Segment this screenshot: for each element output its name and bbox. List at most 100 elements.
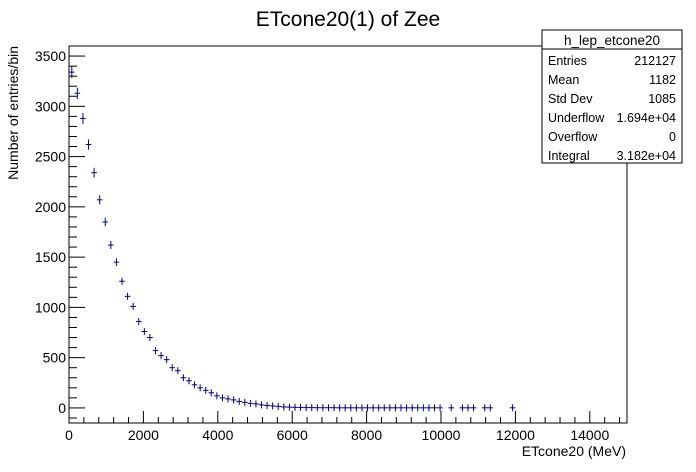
x-tick-label: 6000 [277, 427, 308, 443]
x-axis: 0 2000 4000 6000 8000 10000 12000 14000 [65, 411, 621, 443]
data-point [186, 377, 192, 385]
data-point [448, 404, 455, 412]
data-point [258, 401, 265, 409]
stats-row-value: 212127 [634, 54, 676, 68]
data-point [509, 404, 516, 412]
data-point [175, 367, 181, 375]
data-point [420, 404, 427, 412]
x-tick-label: 8000 [351, 427, 382, 443]
data-point [85, 139, 92, 150]
chart-title: ETcone20(1) of Zee [256, 8, 440, 31]
x-tick-label: 12000 [496, 427, 535, 443]
data-point [158, 352, 164, 360]
data-point [119, 277, 125, 285]
data-point [80, 112, 86, 124]
data-point [208, 389, 215, 397]
data-point [147, 334, 153, 342]
y-tick-label: 2000 [35, 199, 66, 215]
stats-histogram-name: h_lep_etcone20 [564, 33, 660, 48]
stats-row-value: 0 [669, 130, 676, 144]
data-point [331, 404, 337, 412]
data-point [225, 395, 231, 403]
stats-row-value: 1085 [648, 92, 676, 106]
data-point [381, 404, 388, 412]
y-tick-label: 500 [43, 350, 67, 366]
data-point [303, 404, 309, 412]
data-point [163, 356, 170, 364]
stats-row-label: Std Dev [548, 92, 593, 106]
data-point [74, 87, 81, 99]
data-point [202, 386, 209, 394]
data-point [247, 399, 254, 407]
data-point [297, 403, 304, 411]
data-point [124, 292, 131, 300]
data-point [398, 404, 404, 412]
data-point [269, 402, 276, 410]
y-tick-label: 3000 [35, 98, 66, 114]
stats-row-value: 1.694e+04 [617, 111, 676, 125]
data-point [426, 404, 432, 412]
data-point [197, 384, 203, 392]
data-point [353, 404, 360, 412]
data-point [487, 404, 494, 412]
data-point [470, 404, 477, 412]
data-point [113, 258, 120, 266]
data-point [135, 317, 142, 325]
data-point [481, 404, 488, 412]
data-point [314, 404, 321, 412]
data-point [230, 396, 237, 404]
data-markers [69, 66, 516, 412]
data-point [308, 404, 315, 412]
data-point [409, 404, 415, 412]
data-point [437, 404, 443, 412]
data-point [214, 392, 220, 400]
data-point [325, 404, 332, 412]
stats-box: h_lep_etcone20 Entries 212127 Mean 1182 Std … [541, 29, 683, 164]
data-point [392, 404, 399, 412]
stats-row-label: Mean [548, 73, 579, 87]
stats-row-label: Entries [548, 54, 587, 68]
data-point [364, 404, 371, 412]
x-axis-label: ETcone20 (MeV) [522, 443, 626, 459]
y-tick-label: 0 [58, 400, 66, 416]
data-point [219, 394, 226, 402]
data-point [253, 400, 259, 408]
data-point [91, 167, 97, 178]
x-tick-label: 14000 [570, 427, 609, 443]
data-point [359, 404, 365, 412]
data-point [69, 66, 75, 78]
data-point [130, 302, 136, 310]
data-point [431, 404, 438, 412]
data-point [236, 397, 242, 405]
data-point [387, 404, 393, 412]
data-point [370, 404, 376, 412]
data-point [459, 404, 466, 412]
data-point [342, 404, 348, 412]
data-point [169, 364, 176, 372]
y-tick-label: 1000 [35, 299, 66, 315]
x-tick-label: 4000 [202, 427, 233, 443]
y-tick-label: 2500 [35, 149, 66, 165]
x-tick-label: 0 [65, 427, 73, 443]
x-tick-label: 10000 [422, 427, 461, 443]
stats-row-label: Integral [548, 149, 590, 163]
data-point [191, 381, 198, 389]
data-point [286, 403, 293, 411]
stats-row-value: 1182 [649, 73, 676, 87]
data-point [141, 328, 148, 336]
data-point [152, 347, 159, 355]
data-point [264, 401, 270, 409]
data-point [292, 403, 298, 411]
stats-row-label: Underflow [548, 111, 605, 125]
data-point [465, 404, 471, 412]
x-tick-label: 2000 [128, 427, 159, 443]
data-point [180, 374, 187, 382]
data-point [414, 404, 421, 412]
y-tick-label: 3500 [35, 48, 66, 64]
y-axis-label: Number of entries/bin [5, 46, 21, 180]
data-point [241, 398, 248, 406]
plot-frame [68, 45, 628, 424]
y-tick-label: 1500 [35, 249, 66, 265]
stats-row-label: Overflow [548, 130, 598, 144]
